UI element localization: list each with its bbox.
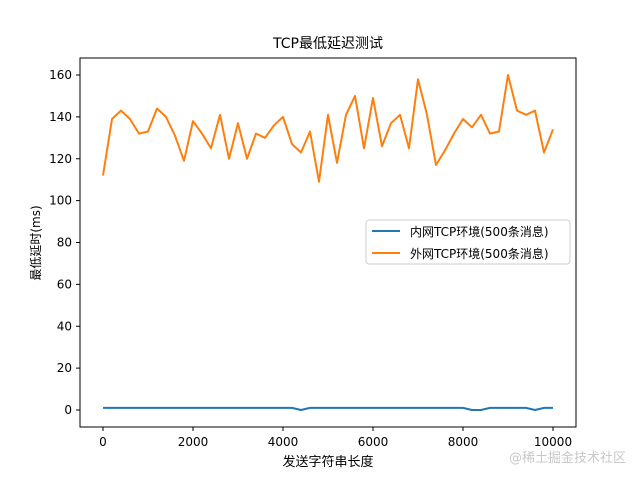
series-line-1: [102, 74, 554, 183]
y-tick-label: 140: [49, 110, 72, 124]
x-tick-label: 6000: [358, 435, 389, 449]
y-tick-label: 60: [57, 277, 72, 291]
x-tick-label: 0: [99, 435, 107, 449]
y-tick-label: 0: [64, 403, 72, 417]
y-tick-label: 80: [57, 236, 72, 250]
x-tick-label: 2000: [178, 435, 209, 449]
x-axis-label: 发送字符串长度: [282, 454, 373, 470]
y-tick-label: 160: [49, 68, 72, 82]
plot-lines: [102, 74, 554, 411]
y-tick-label: 120: [49, 152, 72, 166]
legend-box: [365, 219, 571, 265]
y-axis-ticks: 0 20 40 60 80 100 120 140 160: [49, 68, 80, 417]
series-line-0: [103, 406, 553, 411]
x-tick-label: 4000: [268, 435, 299, 449]
y-tick-label: 20: [57, 361, 72, 375]
legend-label-inner: 内网TCP环境(500条消息): [410, 224, 549, 239]
y-tick-label: 40: [57, 319, 72, 333]
chart-title: TCP最低延迟测试: [272, 36, 383, 52]
x-axis-ticks: 0 2000 4000 6000 8000 10000: [99, 427, 572, 449]
y-axis-label: 最低延时(ms): [29, 205, 43, 280]
x-tick-label: 8000: [448, 435, 479, 449]
x-tick-label: 10000: [534, 435, 572, 449]
y-tick-label: 100: [49, 194, 72, 208]
watermark: @稀土掘金技术社区: [508, 451, 626, 466]
legend: 内网TCP环境(500条消息) 外网TCP环境(500条消息): [365, 219, 571, 265]
legend-label-outer: 外网TCP环境(500条消息): [410, 246, 549, 261]
